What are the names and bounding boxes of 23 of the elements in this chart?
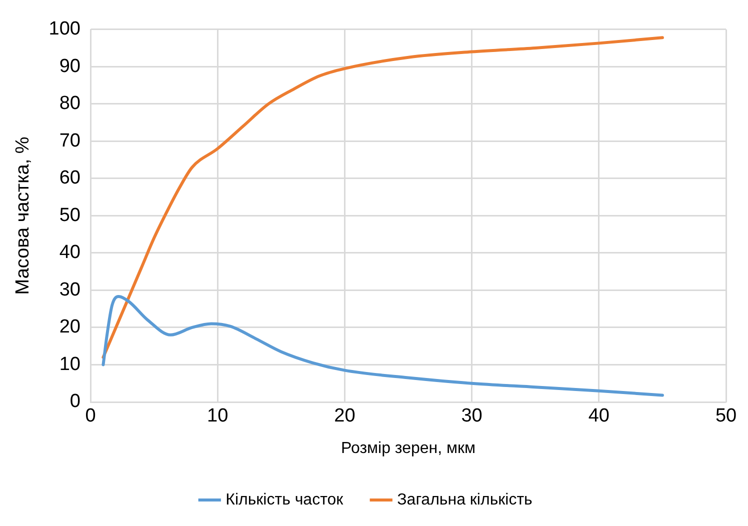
- y-tick-label: 50: [59, 204, 80, 226]
- x-tick-label: 20: [334, 406, 356, 427]
- x-axis-title: Розмір зерен, мкм: [341, 440, 476, 457]
- y-tick-label: 100: [48, 18, 80, 40]
- legend-label: Кількість часток: [226, 491, 344, 508]
- y-tick-label: 10: [59, 354, 80, 375]
- y-tick-label: 90: [59, 56, 80, 77]
- legend-label: Загальна кількість: [397, 491, 532, 508]
- y-tick-label: 60: [59, 168, 80, 189]
- x-tick-label: 0: [85, 406, 96, 427]
- x-tick-label: 30: [461, 406, 482, 427]
- y-tick-label: 80: [59, 93, 80, 114]
- y-tick-label: 20: [59, 316, 80, 338]
- y-tick-label: 0: [70, 391, 80, 412]
- y-axis-title: Масова частка, %: [12, 136, 34, 295]
- line-series: [102, 295, 664, 397]
- y-tick-label: 30: [59, 279, 80, 300]
- x-tick-label: 40: [588, 406, 610, 427]
- y-tick-label: 70: [59, 130, 80, 152]
- x-tick-label: 10: [207, 406, 228, 427]
- line-series: [102, 36, 664, 359]
- y-tick-label: 40: [59, 242, 80, 264]
- x-tick-label: 50: [715, 406, 737, 427]
